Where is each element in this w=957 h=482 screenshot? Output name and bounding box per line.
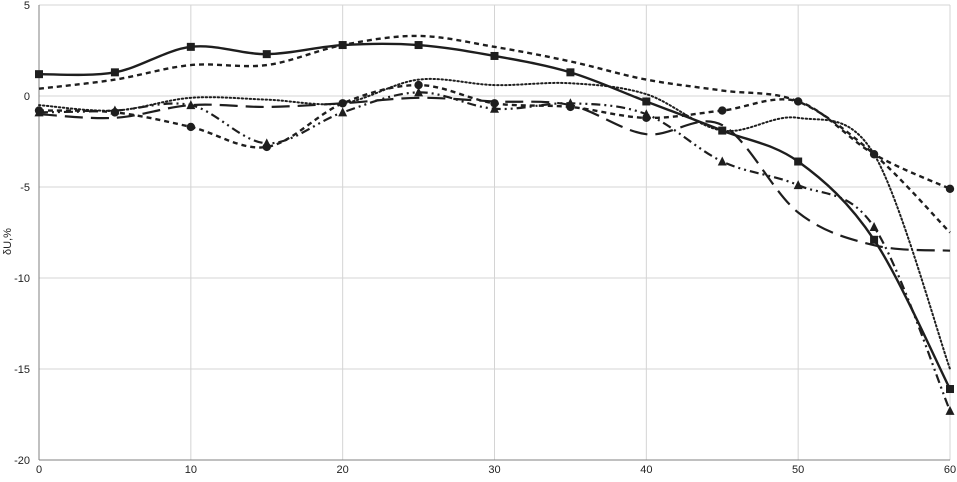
data-point-square bbox=[870, 235, 879, 244]
data-point-circle bbox=[869, 150, 879, 159]
data-point-triangle bbox=[945, 405, 955, 415]
y-tick-label: 5 bbox=[24, 0, 30, 12]
data-point-triangle bbox=[414, 87, 424, 97]
x-tick-label: 20 bbox=[337, 464, 349, 476]
data-point-circle bbox=[793, 97, 803, 106]
data-point-square bbox=[110, 68, 119, 77]
y-tick-label: -10 bbox=[14, 273, 30, 285]
data-point-circle bbox=[718, 106, 727, 115]
y-tick-label: -20 bbox=[14, 455, 30, 467]
data-point-square bbox=[338, 41, 347, 50]
data-point-square bbox=[262, 50, 271, 59]
data-point-triangle bbox=[641, 109, 651, 119]
series-line-5 bbox=[38, 91, 952, 412]
data-point-circle bbox=[186, 122, 196, 132]
data-point-square bbox=[642, 97, 651, 106]
data-point-triangle bbox=[262, 138, 272, 148]
data-point-circle bbox=[945, 184, 955, 194]
data-point-square bbox=[414, 41, 423, 50]
data-point-triangle bbox=[869, 222, 879, 232]
data-point-triangle bbox=[717, 156, 727, 166]
data-point-triangle bbox=[110, 105, 120, 115]
series-line-6 bbox=[38, 96, 951, 252]
markers-group bbox=[34, 41, 955, 415]
data-point-square bbox=[718, 126, 727, 135]
data-point-square bbox=[566, 68, 575, 77]
x-tick-label: 0 bbox=[36, 464, 42, 476]
y-tick-label: 0 bbox=[24, 91, 30, 103]
data-point-triangle bbox=[565, 98, 575, 108]
axes bbox=[38, 5, 950, 461]
x-tick-label: 60 bbox=[944, 464, 956, 476]
data-point-square bbox=[490, 51, 499, 60]
data-point-circle bbox=[338, 99, 347, 108]
data-point-triangle bbox=[338, 107, 348, 117]
grid bbox=[38, 4, 951, 461]
data-point-square bbox=[35, 70, 43, 79]
x-tick-label: 50 bbox=[792, 464, 804, 476]
y-axis-label: δU,% bbox=[2, 228, 14, 255]
x-tick-label: 40 bbox=[640, 464, 652, 476]
data-point-circle bbox=[490, 99, 499, 108]
data-point-circle bbox=[414, 80, 423, 90]
y-tick-label: -5 bbox=[20, 182, 30, 194]
data-point-triangle bbox=[186, 100, 196, 110]
data-point-square bbox=[186, 42, 195, 51]
data-point-square bbox=[794, 157, 803, 166]
x-tick-label: 30 bbox=[488, 464, 500, 476]
data-point-square bbox=[946, 385, 954, 394]
data-point-triangle bbox=[793, 180, 803, 190]
x-tick-label: 10 bbox=[185, 464, 197, 476]
y-tick-label: -15 bbox=[14, 364, 30, 376]
data-point-triangle bbox=[490, 103, 499, 113]
data-point-triangle bbox=[34, 107, 44, 117]
series-line-3 bbox=[38, 77, 951, 370]
